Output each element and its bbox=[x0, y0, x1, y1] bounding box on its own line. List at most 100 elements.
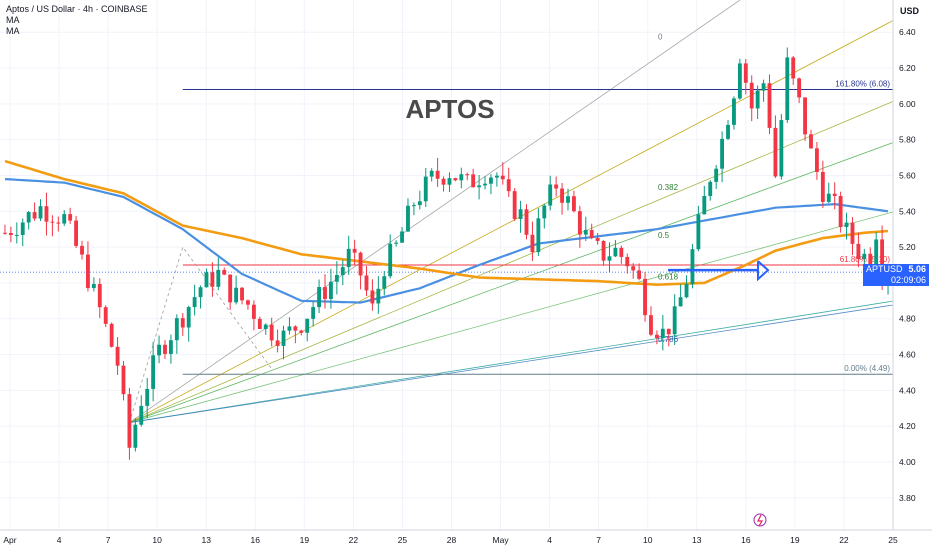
fan-level-label: 0.5 bbox=[658, 231, 670, 240]
candle-body bbox=[838, 196, 843, 228]
candle-body bbox=[803, 97, 807, 135]
candle-body bbox=[589, 229, 594, 238]
candle-body bbox=[340, 267, 345, 275]
candle-body bbox=[305, 318, 310, 333]
candle-body bbox=[732, 98, 736, 125]
fib-level-label: 161.80% (6.08) bbox=[835, 80, 890, 89]
candle-body bbox=[814, 148, 819, 172]
candle-body bbox=[293, 326, 298, 331]
candle-body bbox=[269, 324, 274, 341]
candle-body bbox=[174, 318, 179, 341]
indicator-ma-1[interactable]: MA bbox=[6, 15, 20, 25]
candle-body bbox=[20, 222, 25, 235]
candle-body bbox=[548, 184, 553, 206]
candle-body bbox=[287, 326, 292, 331]
candle-body bbox=[453, 178, 458, 181]
candle-body bbox=[127, 394, 132, 448]
candle-body bbox=[862, 253, 867, 259]
candle-body bbox=[8, 233, 13, 236]
price-tick-label: 6.40 bbox=[899, 27, 916, 37]
fib-level-label: 0.00% (4.49) bbox=[844, 364, 890, 373]
price-tick-label: 6.00 bbox=[899, 99, 916, 109]
candle-body bbox=[26, 212, 31, 223]
candle-body bbox=[441, 178, 446, 185]
candle-body bbox=[483, 183, 487, 186]
candle-body bbox=[246, 300, 250, 305]
moving-averages bbox=[4, 159, 889, 304]
candle-body bbox=[198, 287, 203, 298]
candle-body bbox=[465, 174, 470, 176]
price-tick-label: 4.80 bbox=[899, 314, 916, 324]
chart-legend: Aptos / US Dollar · 4h · COINBASE MA MA bbox=[6, 4, 148, 37]
candle-body bbox=[168, 340, 173, 354]
fan-line bbox=[129, 0, 741, 423]
fib-level-label: 61.80% (5.10) bbox=[840, 255, 891, 264]
candle-body bbox=[524, 209, 529, 235]
time-tick-label: 13 bbox=[692, 535, 702, 545]
candle-body bbox=[832, 193, 837, 197]
candle-body bbox=[103, 307, 108, 324]
candle-body bbox=[631, 266, 636, 271]
candle-body bbox=[785, 57, 790, 121]
candle-body bbox=[743, 63, 748, 83]
price-tick-label: 5.40 bbox=[899, 206, 916, 216]
time-tick-label: 16 bbox=[741, 535, 751, 545]
candle-body bbox=[180, 318, 185, 328]
time-tick-label: 19 bbox=[790, 535, 800, 545]
candle-body bbox=[91, 284, 96, 289]
currency-label: USD bbox=[900, 6, 920, 16]
candle-body bbox=[737, 63, 742, 99]
candle-body bbox=[678, 297, 683, 307]
symbol-title: Aptos / US Dollar · 4h · COINBASE bbox=[6, 4, 148, 14]
candle-body bbox=[62, 214, 67, 224]
time-tick-label: 7 bbox=[596, 535, 601, 545]
candle-body bbox=[530, 234, 535, 253]
candle-body bbox=[625, 256, 630, 267]
candle-body bbox=[240, 287, 244, 301]
candle-body bbox=[518, 209, 523, 219]
candle-body bbox=[583, 229, 588, 235]
candle-body bbox=[299, 330, 304, 333]
candle-body bbox=[856, 243, 861, 259]
fan-line bbox=[129, 299, 901, 423]
candle-body bbox=[44, 206, 49, 222]
candle-body bbox=[151, 355, 156, 389]
candle-body bbox=[157, 344, 161, 356]
dashed-pattern bbox=[129, 246, 272, 423]
candle-body bbox=[459, 174, 464, 181]
candle-body bbox=[216, 269, 221, 287]
candle-body bbox=[571, 196, 576, 212]
candle-body bbox=[809, 134, 813, 149]
candle-body bbox=[329, 281, 333, 299]
candle-body bbox=[382, 276, 387, 289]
candle-body bbox=[477, 185, 482, 188]
candle-body bbox=[720, 138, 725, 169]
ma-line bbox=[4, 178, 889, 304]
candles bbox=[3, 47, 890, 460]
price-tick-label: 5.20 bbox=[899, 242, 916, 252]
time-tick-label: 10 bbox=[643, 535, 653, 545]
candle-body bbox=[97, 284, 102, 308]
candle-body bbox=[32, 212, 37, 219]
candle-body bbox=[234, 287, 239, 303]
indicator-ma-2[interactable]: MA bbox=[6, 26, 20, 36]
time-tick-label: 22 bbox=[839, 535, 849, 545]
candle-body bbox=[880, 239, 885, 282]
candle-body bbox=[755, 90, 760, 109]
candle-body bbox=[86, 254, 90, 289]
fib-levels: 161.80% (6.08) 61.80% (5.10) 0.00% (4.49) bbox=[0, 80, 893, 423]
candle-body bbox=[38, 206, 43, 219]
candle-body bbox=[251, 304, 256, 319]
candle-body bbox=[121, 365, 126, 395]
fan-level-label: 0.382 bbox=[658, 183, 679, 192]
time-tick-label: 4 bbox=[57, 535, 62, 545]
fan-line bbox=[129, 0, 932, 423]
candle-body bbox=[489, 177, 493, 184]
candle-body bbox=[672, 306, 677, 335]
candle-body bbox=[263, 324, 268, 330]
candle-body bbox=[323, 287, 327, 299]
candle-body bbox=[222, 269, 227, 275]
